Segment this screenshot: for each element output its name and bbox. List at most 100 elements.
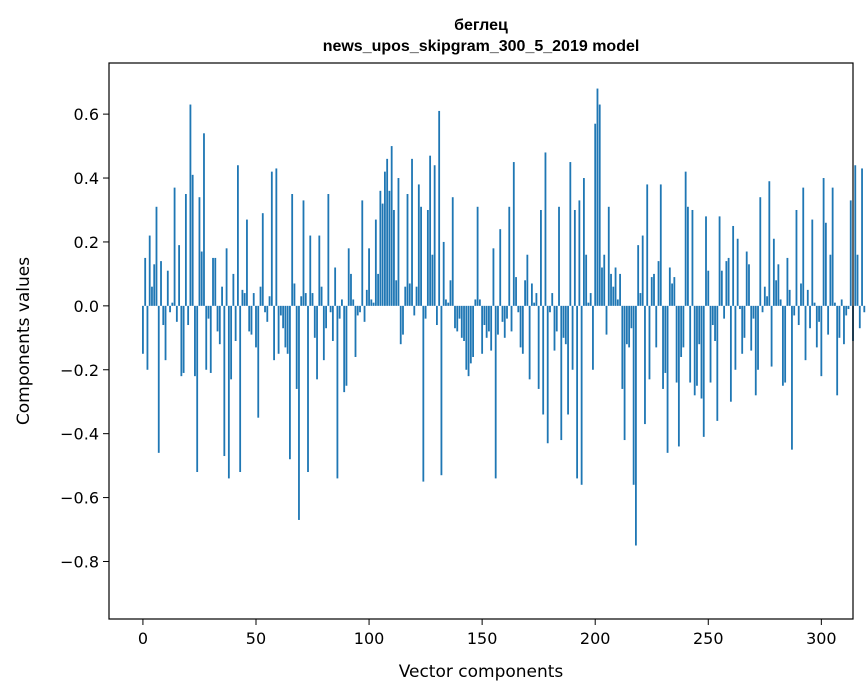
bar bbox=[506, 305, 508, 319]
bar bbox=[483, 305, 486, 326]
bar bbox=[225, 248, 228, 306]
bar bbox=[293, 283, 296, 306]
bar bbox=[551, 293, 554, 306]
bar bbox=[614, 267, 617, 306]
bar bbox=[289, 305, 291, 460]
bar bbox=[754, 305, 757, 396]
y-tick-label: −0.4 bbox=[60, 425, 99, 444]
y-axis-ticks: −0.8 −0.6 −0.4 −0.2 0.0 0.2 0.4 0.6 bbox=[60, 105, 109, 571]
x-tick-label: 200 bbox=[580, 629, 611, 648]
bar bbox=[379, 190, 382, 306]
bar bbox=[311, 293, 314, 306]
bar bbox=[372, 302, 375, 306]
bar bbox=[784, 305, 787, 383]
bar bbox=[261, 213, 264, 306]
bar bbox=[447, 302, 450, 306]
bar bbox=[809, 305, 811, 329]
bar bbox=[386, 158, 389, 306]
bar bbox=[535, 293, 538, 306]
bar bbox=[793, 305, 796, 316]
x-tick-label: 50 bbox=[246, 629, 266, 648]
bar bbox=[607, 206, 610, 306]
bar bbox=[424, 305, 427, 319]
bar bbox=[478, 299, 481, 306]
bar bbox=[628, 305, 631, 348]
bar bbox=[304, 293, 307, 306]
bar bbox=[641, 235, 644, 306]
bar bbox=[329, 305, 332, 313]
bar bbox=[316, 305, 318, 380]
bar bbox=[578, 200, 581, 306]
y-tick-label: 0.6 bbox=[74, 105, 99, 124]
bar bbox=[779, 299, 782, 306]
bar bbox=[757, 305, 759, 370]
bar bbox=[433, 165, 436, 306]
bar bbox=[519, 305, 522, 348]
bar bbox=[664, 305, 667, 373]
bar bbox=[151, 286, 153, 306]
bar bbox=[729, 305, 732, 402]
bar bbox=[171, 302, 174, 306]
bar bbox=[711, 305, 714, 326]
bar bbox=[619, 273, 621, 306]
bar bbox=[840, 299, 843, 306]
bar bbox=[698, 305, 701, 345]
bar bbox=[474, 299, 477, 306]
bar bbox=[571, 305, 574, 370]
bar bbox=[347, 248, 350, 306]
plot-frame bbox=[108, 62, 854, 620]
bar bbox=[191, 174, 194, 306]
bar bbox=[383, 171, 386, 306]
bar bbox=[162, 305, 165, 326]
bar bbox=[404, 286, 407, 306]
bar bbox=[212, 257, 214, 306]
bar bbox=[503, 305, 506, 338]
bar bbox=[714, 305, 716, 341]
bar bbox=[341, 299, 343, 306]
bar bbox=[759, 197, 762, 306]
bar bbox=[411, 158, 413, 306]
bar bbox=[488, 305, 490, 332]
bar bbox=[200, 251, 203, 306]
bar bbox=[481, 305, 484, 354]
bar bbox=[587, 302, 590, 306]
bar bbox=[648, 305, 651, 380]
bar bbox=[166, 270, 169, 306]
bar bbox=[230, 305, 233, 380]
bar bbox=[781, 305, 784, 386]
bar bbox=[863, 305, 866, 313]
bar bbox=[146, 305, 149, 370]
bar bbox=[804, 305, 807, 361]
bar bbox=[838, 305, 841, 338]
x-tick-label: 150 bbox=[467, 629, 498, 648]
bar bbox=[388, 190, 391, 306]
bar bbox=[291, 194, 294, 306]
bar bbox=[791, 305, 793, 450]
bar bbox=[691, 209, 694, 306]
x-tick-label: 0 bbox=[138, 629, 148, 648]
bar bbox=[325, 305, 327, 329]
bar bbox=[365, 289, 368, 306]
bar bbox=[854, 165, 857, 306]
bar bbox=[266, 305, 269, 322]
bar bbox=[501, 305, 504, 322]
bar bbox=[748, 264, 750, 306]
bar bbox=[596, 88, 599, 306]
bar bbox=[567, 305, 569, 415]
bars-group bbox=[142, 88, 866, 546]
bar bbox=[422, 305, 425, 482]
bar bbox=[381, 203, 384, 306]
bar bbox=[655, 305, 658, 348]
bar bbox=[239, 305, 242, 473]
y-axis-label: Components values bbox=[14, 257, 34, 425]
bar bbox=[653, 273, 655, 306]
bar bbox=[621, 305, 624, 389]
bar bbox=[451, 197, 454, 306]
bar bbox=[562, 305, 565, 338]
bar bbox=[429, 155, 432, 306]
bar bbox=[248, 305, 251, 332]
bar bbox=[709, 305, 712, 383]
bar bbox=[682, 305, 685, 348]
bar bbox=[246, 219, 248, 306]
bar bbox=[564, 305, 567, 345]
